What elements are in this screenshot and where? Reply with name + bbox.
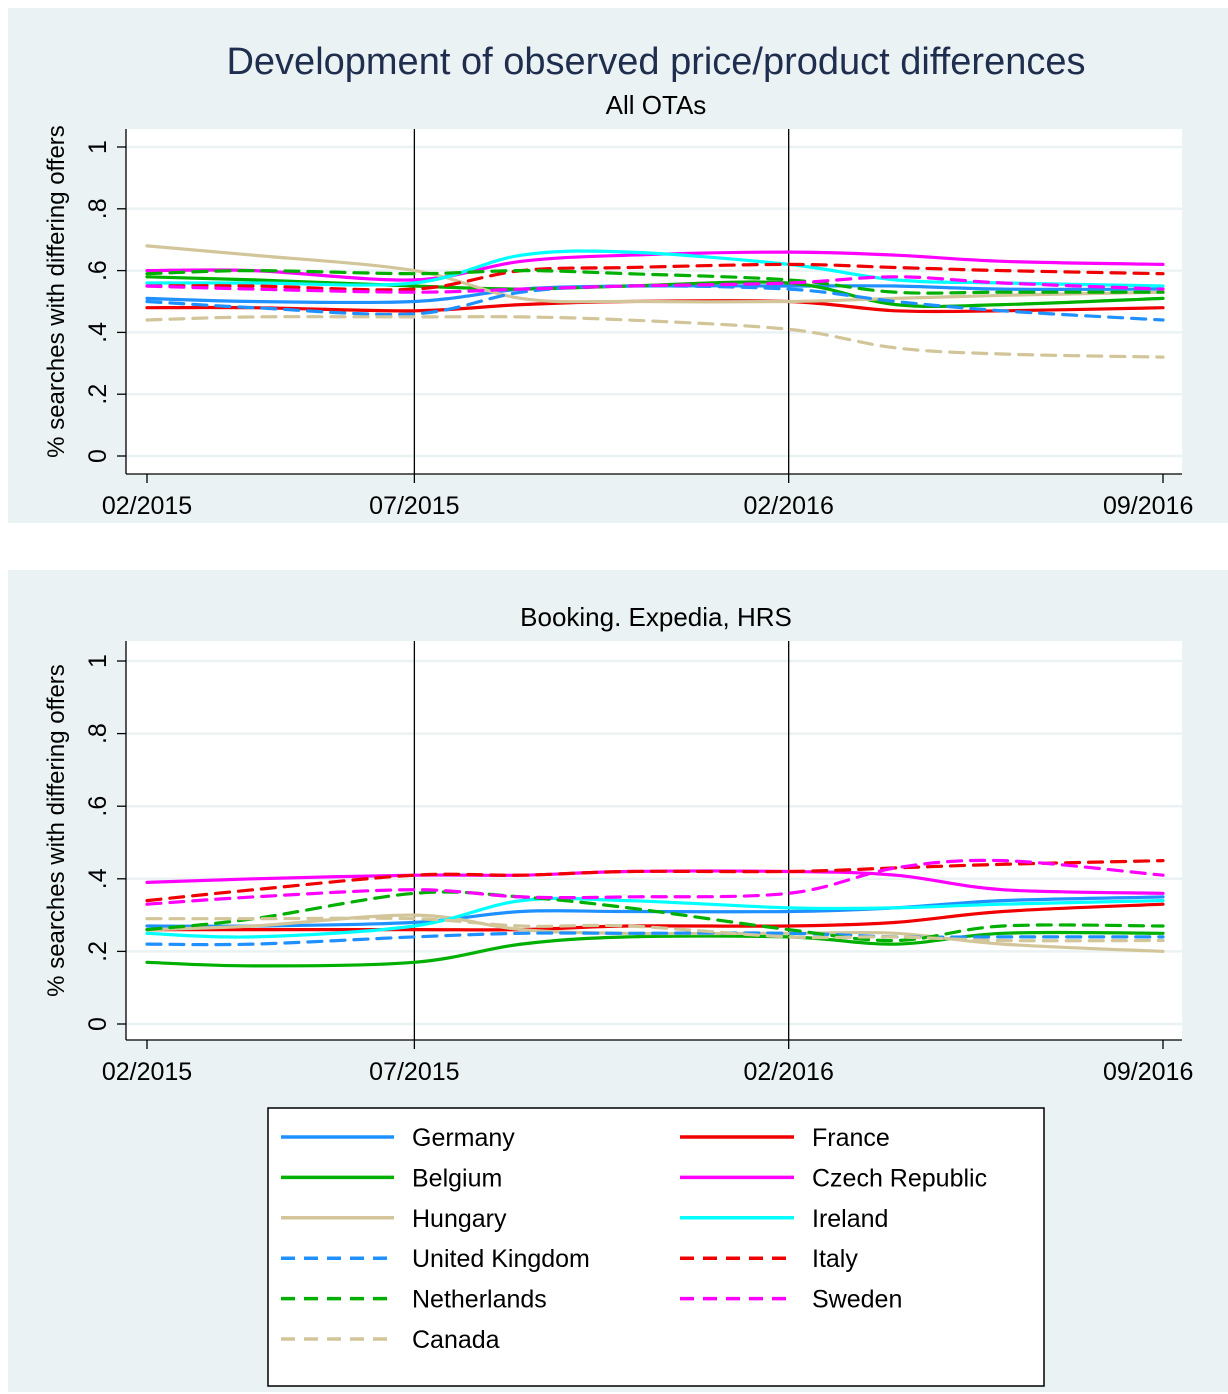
plot-area	[126, 641, 1182, 1040]
legend-label-netherlands: Netherlands	[412, 1286, 547, 1314]
series-line-netherlands	[145, 890, 1165, 943]
chart-subtitle: All OTAs	[606, 90, 707, 120]
series-line-canada	[145, 916, 1165, 943]
legend-label-germany: Germany	[412, 1124, 515, 1152]
legend-label-hungary: Hungary	[412, 1205, 507, 1233]
series-line-italy	[145, 262, 1165, 292]
chart-all-otas: Development of observed price/product di…	[43, 41, 1193, 520]
series-line-netherlands	[145, 269, 1165, 295]
legend-label-italy: Italy	[812, 1245, 858, 1273]
legend-label-belgium: Belgium	[412, 1164, 502, 1192]
series-group	[145, 858, 1165, 968]
legend: Germany Belgium Hungary United Kingdom Nethe…	[267, 1107, 1045, 1387]
x-tick-label: 02/2016	[743, 1058, 833, 1086]
y-tick-label: .4	[84, 868, 112, 889]
legend-label-canada: Canada	[412, 1326, 500, 1354]
series-group	[145, 244, 1165, 359]
x-tick-label: 07/2015	[369, 1058, 459, 1086]
series-line-germany	[145, 895, 1165, 928]
series-line-ireland	[145, 896, 1165, 939]
y-tick-label: .2	[84, 941, 112, 962]
y-tick-label: .8	[84, 723, 112, 744]
series-line-sweden	[145, 858, 1165, 906]
y-axis-title: % searches with differing offers	[43, 125, 70, 458]
y-axis-title: % searches with differing offers	[43, 664, 70, 997]
legend-label-sweden: Sweden	[812, 1286, 902, 1314]
x-tick-label: 02/2015	[102, 492, 192, 520]
x-tick-label: 02/2016	[743, 492, 833, 520]
y-tick-label: .2	[84, 384, 112, 405]
chart-panel-booking-expedia-hrs: Booking. Expedia, HRS 0 .2 .4 .6 .8 1 02/2015 07…	[8, 570, 1228, 1392]
series-line-sweden	[145, 275, 1165, 294]
legend-label-united-kingdom: United Kingdom	[412, 1245, 590, 1273]
legend-label-france: France	[812, 1124, 890, 1152]
x-tick-label: 07/2015	[369, 492, 459, 520]
series-line-belgium	[145, 930, 1165, 968]
series-line-hungary	[145, 244, 1165, 304]
series-line-united-kingdom	[145, 931, 1165, 947]
series-line-czech-republic	[145, 250, 1165, 282]
legend-label-ireland: Ireland	[812, 1205, 888, 1233]
y-tick-label: .4	[84, 322, 112, 343]
y-tick-label: 1	[84, 140, 112, 154]
legend-box	[267, 1107, 1045, 1387]
series-line-italy	[145, 859, 1165, 903]
y-tick-label: .6	[84, 260, 112, 281]
figure-title: Development of observed price/product di…	[226, 41, 1085, 83]
y-tick-label: 0	[84, 1017, 112, 1031]
x-tick-label: 09/2016	[1103, 492, 1193, 520]
y-tick-label: 1	[84, 654, 112, 668]
x-tick-label: 09/2016	[1103, 1058, 1193, 1086]
y-tick-label: .8	[84, 198, 112, 219]
x-tick-label: 02/2015	[102, 1058, 192, 1086]
series-line-canada	[145, 315, 1165, 359]
chart-subtitle: Booking. Expedia, HRS	[520, 602, 792, 632]
chart-panel-all-otas: Development of observed price/product di…	[8, 8, 1228, 523]
legend-label-czech-republic: Czech Republic	[812, 1164, 987, 1192]
y-tick-label: .6	[84, 796, 112, 817]
y-tick-label: 0	[84, 449, 112, 463]
chart-booking-expedia-hrs: Booking. Expedia, HRS 0 .2 .4 .6 .8 1 02/2015 07…	[43, 602, 1193, 1387]
